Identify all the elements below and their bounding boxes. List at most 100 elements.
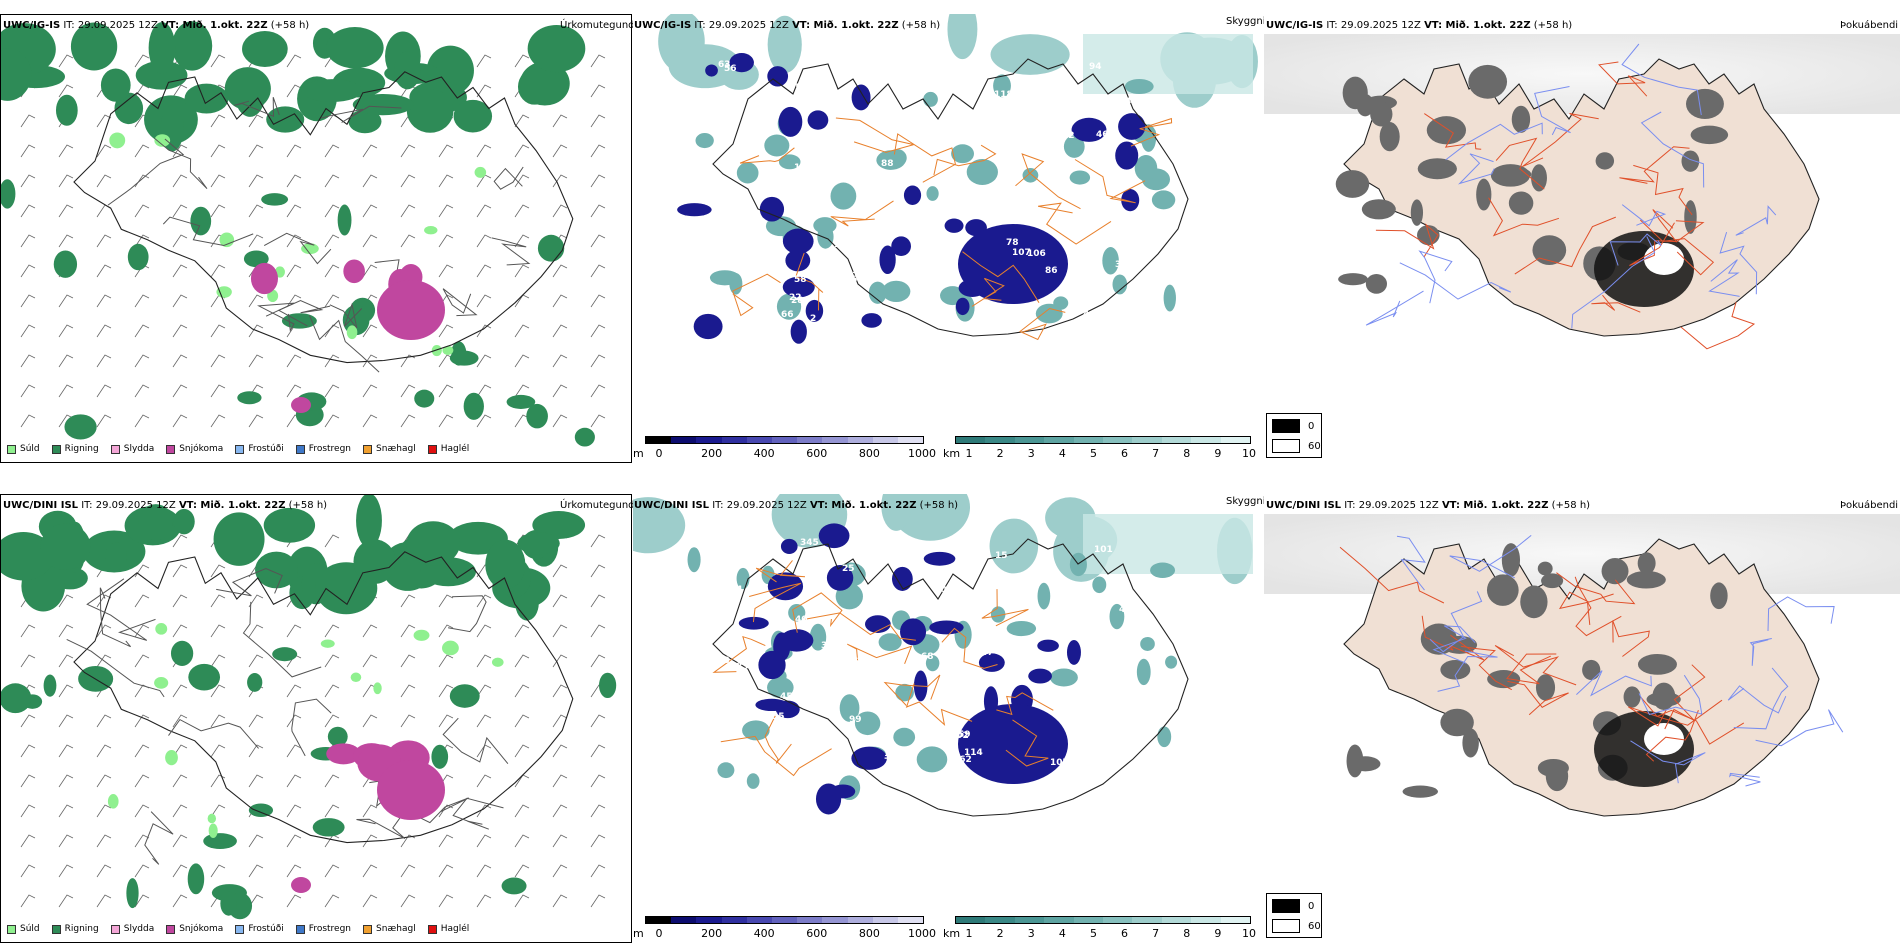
rain-area	[148, 22, 176, 74]
wind-barb	[514, 174, 530, 188]
drizzle-area	[373, 682, 382, 695]
wind-barb	[476, 414, 492, 428]
wind-barb	[134, 804, 150, 818]
wind-barb	[438, 264, 454, 278]
visibility-area	[923, 91, 938, 107]
wind-barb	[362, 324, 378, 338]
visibility-area	[925, 655, 940, 672]
precip-legend-item: Frostúði	[235, 444, 284, 454]
colorbar-bin	[1161, 917, 1192, 923]
fog-area	[1440, 659, 1471, 680]
wind-barb	[286, 384, 302, 398]
low-ceiling-area	[851, 746, 887, 770]
fog-area	[1601, 558, 1629, 585]
precip-legend-item: Súld	[7, 924, 40, 934]
road-line	[1609, 233, 1662, 266]
colorbar-bin	[771, 917, 798, 923]
road-line	[1038, 202, 1112, 245]
wind-barb	[248, 114, 264, 128]
cloud-base-value: 2	[810, 314, 816, 324]
wind-barb	[20, 804, 36, 818]
cloud-base-value: 72	[965, 124, 978, 134]
cloud-base-value: 22	[789, 293, 802, 303]
wind-barb	[590, 804, 606, 818]
wind-barb	[286, 84, 302, 98]
cloud-map-1: 6231075681440331745982252823115688125788…	[658, 14, 1258, 380]
low-ceiling-area	[958, 224, 1068, 304]
model-label: UWC/IG-IS	[3, 20, 61, 31]
fog-area	[1582, 659, 1601, 681]
low-ceiling-area	[900, 618, 927, 646]
visibility-area	[1037, 582, 1051, 610]
legend-label: Frostúði	[248, 924, 284, 934]
drizzle-area	[474, 166, 487, 178]
wind-barb	[20, 174, 36, 188]
road-line	[1727, 685, 1787, 714]
rain-area	[352, 94, 414, 116]
wind-barb	[20, 204, 36, 218]
road-line	[1488, 197, 1560, 237]
drizzle-area	[350, 672, 362, 683]
header-precip-2: UWC/DINI ISL IT: 29.09.2025 12Z VT: Mið.…	[3, 500, 327, 511]
wind-barb	[172, 174, 188, 188]
cloud-base-value: 91	[1082, 206, 1095, 216]
valid-time: VT: Mið. 1.okt. 22Z	[1424, 20, 1531, 31]
wind-barb	[286, 54, 302, 68]
snow-area	[326, 743, 361, 765]
road-line	[1522, 113, 1599, 168]
rain-area	[126, 878, 139, 909]
wind-barb	[58, 384, 74, 398]
rain-area	[170, 640, 194, 666]
wind-barb	[248, 324, 264, 338]
visibility-area	[1006, 620, 1037, 637]
colorbar-tick: 200	[701, 927, 723, 940]
wind-barb	[590, 114, 606, 128]
low-ceiling-area	[929, 620, 964, 635]
colorbar-tick: 1	[965, 447, 973, 460]
wind-barb	[248, 624, 264, 638]
wind-barb	[476, 834, 492, 848]
wind-barb	[58, 144, 74, 158]
visibility-area	[1112, 274, 1128, 295]
fog-area	[1402, 785, 1438, 798]
rain-area	[414, 389, 435, 408]
cloud-base-value: 81	[893, 370, 906, 380]
wind-barb	[96, 894, 112, 908]
drizzle-area	[208, 823, 218, 838]
cloud-base-value: 104	[834, 240, 853, 250]
colorbar-bin	[646, 917, 672, 923]
iceland-outline	[73, 71, 574, 364]
colorbar-bin	[671, 917, 697, 923]
precip-legend-item: Haglél	[427, 444, 469, 454]
rain-area	[1, 179, 16, 209]
colorbar-bin	[721, 917, 747, 923]
wind-barb	[286, 774, 302, 788]
rain-area	[263, 507, 316, 543]
wind-barb	[438, 174, 454, 188]
cloud-base-value: 47	[981, 648, 994, 658]
visibility-area	[767, 676, 794, 699]
fog-legend-swatch	[1272, 899, 1300, 913]
iceland-land	[1343, 58, 1820, 337]
wind-barb	[96, 234, 112, 248]
wind-barb	[590, 414, 606, 428]
rain-area	[184, 83, 229, 114]
precip-legend-item: Haglél	[427, 924, 469, 934]
colorbar-bin	[1014, 437, 1045, 443]
rain-area	[242, 30, 288, 68]
road-line	[1619, 146, 1690, 184]
colorbar-tick: 600	[806, 927, 828, 940]
wind-barb	[248, 744, 264, 758]
wind-barb	[552, 384, 568, 398]
fog-area	[1468, 64, 1508, 99]
wind-barb	[514, 384, 530, 398]
road-line	[1621, 43, 1702, 116]
wind-barb	[400, 714, 416, 728]
cloud-base-value: 51	[717, 120, 730, 130]
wind-barb	[514, 804, 530, 818]
lead-time: (+58 h)	[1533, 20, 1573, 31]
road-line	[1130, 117, 1173, 147]
wind-barb	[552, 204, 568, 218]
legend-label: Frostúði	[248, 444, 284, 454]
rain-area	[188, 663, 221, 691]
